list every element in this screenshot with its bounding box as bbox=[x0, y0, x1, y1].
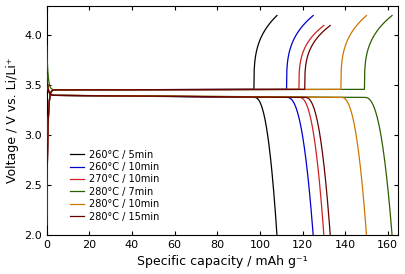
270°C / 10min bbox=[46, 89, 51, 92]
260°C / 5min bbox=[93, 94, 98, 98]
280°C / 15min bbox=[328, 233, 333, 237]
280°C / 7min bbox=[390, 233, 394, 237]
260°C / 10min bbox=[44, 74, 49, 77]
280°C / 15min bbox=[49, 93, 53, 96]
280°C / 10min bbox=[46, 89, 51, 92]
260°C / 10min bbox=[282, 96, 287, 99]
280°C / 10min bbox=[44, 74, 49, 77]
260°C / 10min bbox=[311, 233, 315, 237]
280°C / 15min bbox=[300, 96, 305, 99]
280°C / 15min bbox=[45, 85, 50, 89]
280°C / 7min bbox=[45, 85, 50, 89]
Y-axis label: Voltage / V vs. Li/Li⁺: Voltage / V vs. Li/Li⁺ bbox=[6, 58, 19, 183]
Line: 260°C / 10min: 260°C / 10min bbox=[47, 75, 313, 235]
260°C / 10min bbox=[45, 85, 50, 89]
270°C / 10min bbox=[45, 85, 50, 89]
280°C / 7min bbox=[44, 74, 49, 77]
270°C / 10min bbox=[49, 93, 53, 96]
260°C / 5min bbox=[45, 85, 50, 89]
280°C / 7min bbox=[384, 171, 388, 174]
270°C / 10min bbox=[294, 96, 299, 99]
280°C / 7min bbox=[49, 93, 53, 96]
Line: 280°C / 7min: 280°C / 7min bbox=[47, 75, 392, 235]
280°C / 10min bbox=[336, 96, 341, 99]
X-axis label: Specific capacity / mAh g⁻¹: Specific capacity / mAh g⁻¹ bbox=[137, 255, 308, 269]
280°C / 15min bbox=[322, 171, 327, 174]
260°C / 10min bbox=[100, 94, 105, 98]
270°C / 10min bbox=[316, 171, 321, 174]
260°C / 10min bbox=[49, 93, 53, 96]
280°C / 10min bbox=[358, 171, 363, 174]
260°C / 5min bbox=[46, 89, 51, 92]
280°C / 7min bbox=[359, 96, 364, 99]
280°C / 10min bbox=[49, 93, 53, 96]
Line: 260°C / 5min: 260°C / 5min bbox=[47, 75, 277, 235]
280°C / 15min bbox=[104, 94, 109, 98]
260°C / 5min bbox=[270, 171, 275, 174]
Line: 270°C / 10min: 270°C / 10min bbox=[47, 75, 324, 235]
280°C / 15min bbox=[44, 74, 49, 77]
260°C / 5min bbox=[249, 96, 254, 99]
280°C / 7min bbox=[117, 94, 121, 98]
Legend: 260°C / 5min, 260°C / 10min, 270°C / 10min, 280°C / 7min, 280°C / 10min, 280°C /: 260°C / 5min, 260°C / 10min, 270°C / 10m… bbox=[66, 146, 163, 226]
270°C / 10min bbox=[322, 233, 326, 237]
260°C / 5min bbox=[49, 93, 53, 96]
260°C / 10min bbox=[46, 89, 51, 92]
260°C / 10min bbox=[305, 171, 310, 174]
280°C / 10min bbox=[45, 85, 50, 89]
260°C / 5min bbox=[44, 74, 49, 77]
270°C / 10min bbox=[44, 74, 49, 77]
280°C / 7min bbox=[46, 89, 51, 92]
Line: 280°C / 10min: 280°C / 10min bbox=[47, 75, 367, 235]
270°C / 10min bbox=[103, 94, 108, 98]
260°C / 5min bbox=[275, 233, 279, 237]
280°C / 10min bbox=[364, 233, 369, 237]
280°C / 15min bbox=[46, 89, 51, 92]
Line: 280°C / 15min: 280°C / 15min bbox=[47, 75, 330, 235]
280°C / 10min bbox=[112, 94, 117, 98]
